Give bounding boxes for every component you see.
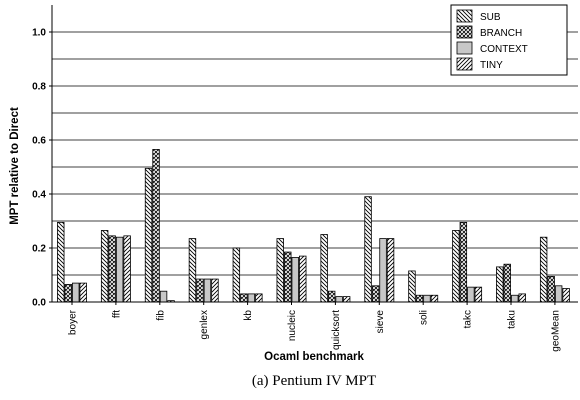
- x-category-label: genlex: [199, 310, 210, 339]
- x-category-label: quicksort: [331, 310, 342, 350]
- x-category-label: sieve: [375, 310, 386, 334]
- bar-sub-quicksort: [320, 234, 328, 303]
- bar-branch-geomean: [547, 275, 555, 303]
- bar-branch-fft: [108, 235, 116, 303]
- bar-context-soli: [423, 294, 431, 303]
- bars: [57, 149, 570, 303]
- bar-sub-nucleic: [276, 238, 284, 303]
- legend-label-branch: BRANCH: [480, 28, 522, 39]
- bar-context-fft: [115, 236, 124, 303]
- bar-branch-soli: [415, 294, 424, 303]
- bar-tiny-geomean: [562, 288, 570, 303]
- y-tick-label: 0.2: [32, 244, 46, 255]
- bar-branch-boyer: [64, 284, 72, 303]
- bar-tiny-kb: [255, 293, 263, 303]
- bar-branch-genlex: [196, 278, 204, 303]
- y-tick-label: 0.6: [32, 136, 46, 147]
- legend-label-tiny: TINY: [480, 60, 503, 71]
- bar-sub-kb: [232, 247, 241, 303]
- bar-context-taku: [511, 294, 519, 303]
- bar-tiny-soli: [430, 294, 439, 303]
- bar-context-fib: [159, 290, 168, 303]
- bar-sub-fft: [100, 230, 109, 303]
- bar-branch-sieve: [371, 285, 380, 303]
- bar-sub-fib: [144, 167, 153, 303]
- y-tick-label: 1.0: [32, 28, 46, 39]
- bar-sub-boyer: [57, 221, 65, 303]
- bar-context-nucleic: [291, 257, 299, 303]
- y-axis-ticks: 0.0 0.2 0.4 0.6 0.8 1.0: [32, 28, 52, 309]
- bar-sub-sieve: [364, 196, 372, 303]
- x-category-label: soli: [419, 310, 430, 325]
- figure-caption: (a) Pentium IV MPT: [252, 373, 376, 389]
- legend-label-context: CONTEXT: [480, 44, 528, 55]
- bar-sub-takc: [452, 230, 460, 303]
- bar-context-sieve: [379, 238, 387, 303]
- y-tick-label: 0.8: [32, 82, 46, 93]
- x-category-label: nucleic: [287, 310, 298, 341]
- bar-tiny-fft: [123, 235, 131, 303]
- bar-context-geomean: [554, 285, 563, 303]
- bar-context-takc: [467, 286, 475, 303]
- bar-branch-taku: [503, 263, 511, 303]
- bar-sub-taku: [496, 266, 504, 303]
- x-category-label: geoMean: [550, 310, 561, 352]
- bar-branch-nucleic: [284, 251, 292, 303]
- bar-tiny-taku: [518, 293, 526, 303]
- x-category-label: kb: [243, 310, 254, 321]
- bar-sub-geomean: [539, 236, 548, 303]
- bar-tiny-boyer: [79, 282, 87, 303]
- bar-sub-soli: [408, 270, 416, 303]
- x-category-label: fft: [111, 310, 122, 318]
- legend: SUB BRANCH CONTEXT TINY: [450, 4, 568, 76]
- x-axis-categories: boyer fft fib genlex kb nucleic quicksort sieve…: [68, 302, 561, 352]
- x-axis-title: Ocaml benchmark: [264, 351, 364, 363]
- x-category-label: fib: [155, 310, 166, 321]
- bar-tiny-nucleic: [299, 255, 307, 303]
- y-tick-label: 0.4: [32, 190, 46, 201]
- x-category-label: takc: [463, 310, 474, 328]
- bar-branch-quicksort: [327, 290, 336, 303]
- bar-tiny-genlex: [211, 278, 219, 303]
- legend-swatch-sub: [456, 9, 473, 23]
- y-tick-label: 0.0: [32, 298, 46, 309]
- bar-context-genlex: [203, 278, 212, 303]
- legend-swatch-branch: [456, 25, 473, 39]
- bar-tiny-quicksort: [342, 296, 351, 303]
- legend-label-sub: SUB: [480, 12, 501, 23]
- bar-branch-kb: [240, 293, 248, 303]
- x-category-label: boyer: [68, 309, 79, 335]
- bar-branch-takc: [459, 221, 468, 303]
- legend-swatch-context: [456, 41, 473, 55]
- bar-context-boyer: [72, 282, 80, 303]
- bar-branch-fib: [152, 149, 160, 303]
- bar-context-kb: [247, 293, 256, 303]
- x-category-label: taku: [507, 310, 518, 329]
- bar-tiny-takc: [474, 286, 483, 303]
- bar-tiny-sieve: [386, 238, 395, 303]
- bar-context-quicksort: [335, 296, 343, 303]
- bar-sub-genlex: [188, 238, 197, 303]
- y-axis-title: MPT relative to Direct: [9, 107, 21, 225]
- legend-swatch-tiny: [456, 57, 473, 71]
